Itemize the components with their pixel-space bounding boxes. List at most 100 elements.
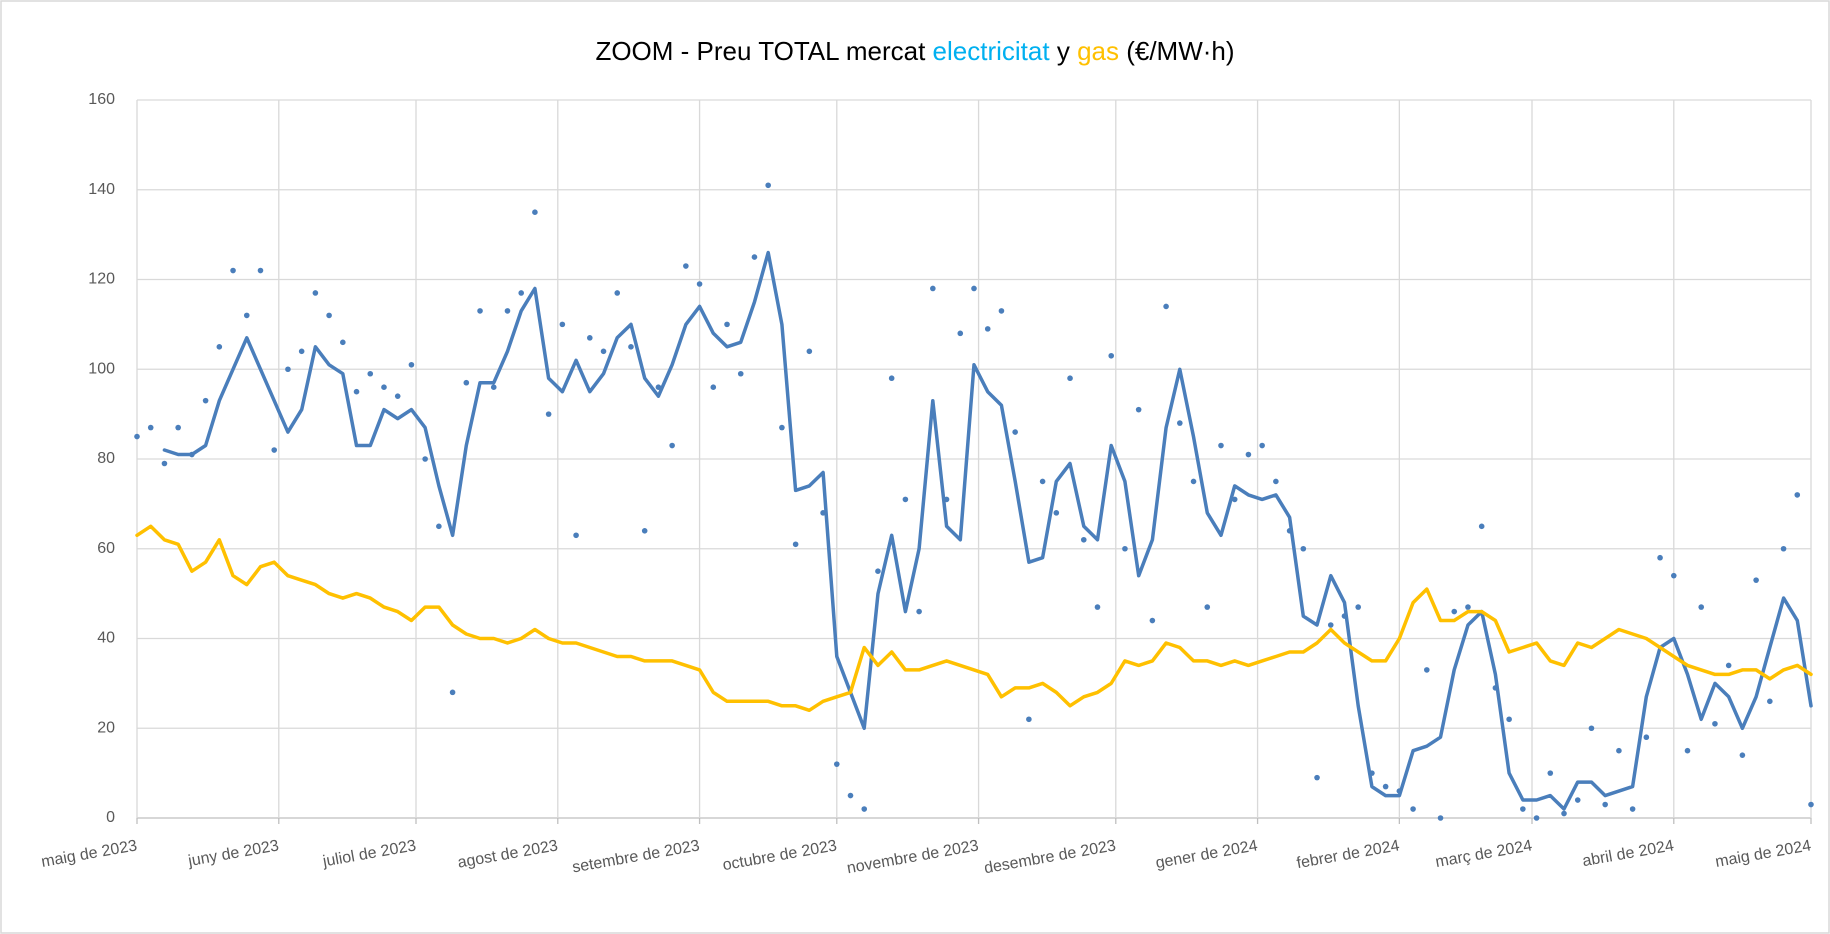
data-point — [147, 424, 154, 431]
data-point — [1314, 774, 1320, 781]
data-point — [230, 267, 236, 274]
data-point — [1163, 303, 1169, 310]
data-point — [422, 456, 428, 462]
title-electricity: electricitat — [933, 36, 1051, 66]
data-point — [1506, 716, 1512, 723]
data-point — [1273, 478, 1279, 485]
data-point — [1533, 815, 1540, 821]
data-point — [490, 384, 497, 391]
data-point — [1753, 577, 1759, 583]
data-point — [326, 312, 332, 319]
data-point — [1561, 810, 1567, 817]
y-tick-label: 60 — [97, 540, 115, 557]
data-point — [1478, 523, 1485, 530]
data-point — [614, 290, 621, 296]
data-point — [751, 254, 758, 260]
data-point — [1698, 604, 1705, 610]
data-point — [381, 384, 387, 391]
data-point — [271, 447, 278, 453]
y-tick-label: 40 — [97, 630, 115, 647]
data-point — [1039, 478, 1046, 485]
data-point — [1122, 545, 1128, 552]
data-point — [257, 267, 264, 274]
data-point — [1231, 496, 1238, 503]
data-point — [600, 348, 607, 355]
data-point — [1657, 554, 1663, 561]
y-tick-label: 120 — [88, 271, 115, 288]
chart-title: ZOOM - Preu TOTAL mercat electricitat y … — [595, 36, 1234, 66]
data-point — [683, 263, 689, 269]
data-point — [587, 335, 593, 341]
data-point — [1739, 752, 1746, 758]
data-point — [463, 379, 470, 386]
data-point — [1780, 545, 1787, 552]
data-point — [1149, 617, 1156, 624]
data-point — [1108, 352, 1115, 359]
data-point — [971, 285, 977, 292]
y-tick-label: 0 — [106, 809, 115, 826]
series-line — [135, 524, 1813, 713]
data-point — [930, 285, 936, 292]
data-point — [1794, 492, 1801, 498]
data-point — [1588, 725, 1595, 732]
data-point — [298, 348, 305, 355]
data-point — [1218, 442, 1224, 449]
data-point — [1643, 734, 1650, 741]
data-point — [847, 792, 854, 799]
data-point — [353, 388, 360, 395]
data-point — [1026, 716, 1032, 723]
data-point — [1300, 545, 1307, 552]
data-point — [312, 290, 319, 296]
data-point — [1602, 801, 1608, 808]
data-point — [161, 460, 168, 467]
data-point — [1355, 604, 1361, 610]
data-point — [436, 523, 442, 530]
data-point — [1629, 806, 1636, 812]
title-gas: gas — [1077, 36, 1119, 66]
data-point — [1616, 747, 1622, 754]
data-point — [175, 424, 181, 431]
title-prefix: ZOOM - Preu TOTAL mercat — [595, 36, 926, 66]
data-point — [394, 393, 401, 399]
data-point — [1547, 770, 1554, 776]
data-point — [243, 312, 250, 319]
data-point — [1177, 420, 1183, 426]
data-point — [861, 806, 868, 812]
data-point — [504, 308, 511, 314]
data-point — [1245, 451, 1252, 458]
data-point — [1012, 429, 1018, 435]
data-point — [340, 339, 346, 346]
data-point — [1382, 783, 1389, 790]
data-point — [1437, 815, 1444, 821]
data-point — [998, 308, 1005, 314]
data-point — [532, 209, 538, 215]
data-point — [1204, 604, 1211, 610]
data-point — [1684, 747, 1691, 754]
data-point — [1135, 406, 1142, 413]
data-point — [1080, 536, 1087, 543]
data-point — [779, 424, 785, 431]
data-point — [1067, 375, 1073, 382]
data-point — [875, 568, 881, 574]
data-point — [134, 433, 140, 440]
title-conjunction: y — [1057, 36, 1070, 66]
data-point — [1410, 806, 1416, 812]
data-point — [1190, 478, 1197, 485]
data-point — [1424, 667, 1430, 673]
data-point — [202, 397, 209, 404]
data-point — [573, 532, 579, 539]
data-point — [285, 366, 291, 373]
series-line — [162, 250, 1813, 811]
data-point — [1712, 720, 1718, 727]
data-point — [888, 375, 895, 382]
data-point — [628, 344, 634, 350]
data-point — [669, 442, 675, 449]
y-tick-label: 100 — [88, 360, 115, 377]
data-point — [957, 330, 964, 337]
data-point — [1259, 442, 1265, 449]
data-point — [477, 308, 483, 314]
data-point — [545, 411, 552, 417]
data-point — [1808, 801, 1814, 808]
data-point — [1670, 572, 1677, 579]
